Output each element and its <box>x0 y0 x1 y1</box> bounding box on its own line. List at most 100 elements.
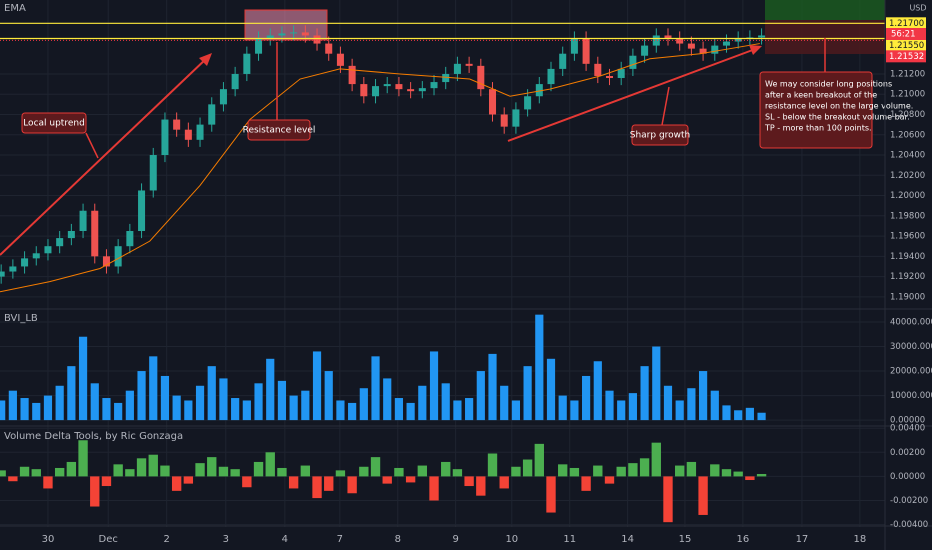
pane-title: BVI_LB <box>4 313 38 324</box>
volume-bar <box>628 393 637 421</box>
candle-body <box>722 41 730 46</box>
delta-bar <box>429 476 439 501</box>
x-tick-label: 15 <box>679 534 692 545</box>
candle-body <box>67 231 75 239</box>
candle-body <box>465 63 473 66</box>
candle-body <box>79 210 87 231</box>
candle-body <box>407 89 415 92</box>
volume-bar <box>418 385 427 421</box>
candle-body <box>535 84 543 97</box>
x-tick-label: 4 <box>282 534 288 545</box>
candle-body <box>547 68 555 85</box>
y-tick-label: 20000.00000 <box>890 367 932 377</box>
volume-bar <box>441 383 450 421</box>
candle-body <box>21 258 29 267</box>
volume-bar <box>652 346 661 421</box>
candle-body <box>114 246 122 267</box>
y-tick-label: 30000.00000 <box>890 342 932 352</box>
volume-bar <box>465 398 474 421</box>
delta-bar <box>300 465 311 477</box>
delta-bar <box>710 464 720 477</box>
delta-bar <box>756 473 767 477</box>
x-tick-label: 17 <box>796 534 809 545</box>
volume-bar <box>488 353 497 421</box>
countdown: 56:21 <box>891 30 916 40</box>
candle-body <box>559 53 567 69</box>
annotation: Resistance level <box>243 126 316 136</box>
support-line <box>507 47 759 142</box>
candle-body <box>173 119 181 130</box>
y-tick-label: 0.00400 <box>890 424 925 434</box>
x-tick-label: Dec <box>99 534 118 545</box>
candle-body <box>208 104 216 125</box>
note-line: resistance level on the large volume. <box>765 102 913 111</box>
volume-bar <box>476 371 485 421</box>
volume-bar <box>429 351 439 421</box>
delta-bar <box>312 476 322 499</box>
delta-bar <box>253 461 264 477</box>
x-tick-label: 11 <box>563 534 576 545</box>
volume-bar <box>757 412 766 421</box>
candle-body <box>652 35 660 46</box>
target-zone <box>765 0 885 20</box>
candle-body <box>430 82 438 89</box>
y-tick-label: 1.20800 <box>890 110 925 120</box>
delta-bar <box>8 476 18 482</box>
delta-bar <box>464 476 474 487</box>
volume-bar <box>582 375 591 421</box>
countdown-box <box>886 28 926 40</box>
x-tick-label: 9 <box>452 534 458 545</box>
marks <box>0 22 885 523</box>
y-tick-label: 1.19800 <box>890 211 925 221</box>
delta-bar <box>546 476 556 513</box>
y-tick-label: 1.19600 <box>890 232 925 242</box>
note-line: We may consider long positions <box>765 80 892 89</box>
y-tick-label: -0.00400 <box>890 520 928 530</box>
delta-bar <box>394 467 404 477</box>
delta-bar <box>651 442 661 477</box>
delta-bar <box>686 461 697 477</box>
delta-bar <box>43 476 53 489</box>
volume-bar <box>312 351 322 421</box>
candle-body <box>278 33 286 36</box>
candle-body <box>266 35 274 39</box>
candle-body <box>629 55 637 69</box>
y-tick-label: 1.20400 <box>890 151 925 161</box>
last-price-label: 1.21532 <box>889 52 924 62</box>
volume-bar <box>184 400 193 421</box>
volume-bar <box>172 395 181 421</box>
candle-body <box>243 53 251 74</box>
delta-bar <box>675 465 685 477</box>
volume-bar <box>383 378 392 421</box>
level-label-box <box>886 17 926 30</box>
delta-bar <box>101 476 112 487</box>
delta-bar <box>242 476 252 488</box>
note-line: SL - below the breakout volume bar. <box>765 113 910 122</box>
pane-title: Volume Delta Tools, by Ric Gonzaga <box>4 431 183 442</box>
candle-body <box>512 109 520 127</box>
candle-body <box>313 35 321 44</box>
volume-bar <box>359 388 368 421</box>
volume-bar <box>289 395 298 421</box>
volume-bar <box>675 400 684 421</box>
level-label: 1.21550 <box>889 41 924 51</box>
candle-body <box>138 190 146 231</box>
volume-bar <box>254 383 263 421</box>
volume-bar <box>745 407 754 421</box>
candle-body <box>0 271 5 277</box>
delta-bar <box>171 476 182 491</box>
x-tick-label: 18 <box>853 534 866 545</box>
delta-bar <box>359 466 369 477</box>
y-tick-label: 1.20200 <box>890 171 925 181</box>
delta-bar <box>534 443 544 477</box>
candle-body <box>348 65 356 85</box>
delta-bar <box>148 454 158 477</box>
volume-bar <box>617 400 626 421</box>
callout-box <box>247 119 311 141</box>
candle-body <box>149 155 157 191</box>
delta-bar <box>370 457 381 477</box>
y-tick-label: 1.19000 <box>890 292 925 302</box>
volume-bar <box>231 398 240 421</box>
candle-body <box>102 256 110 267</box>
